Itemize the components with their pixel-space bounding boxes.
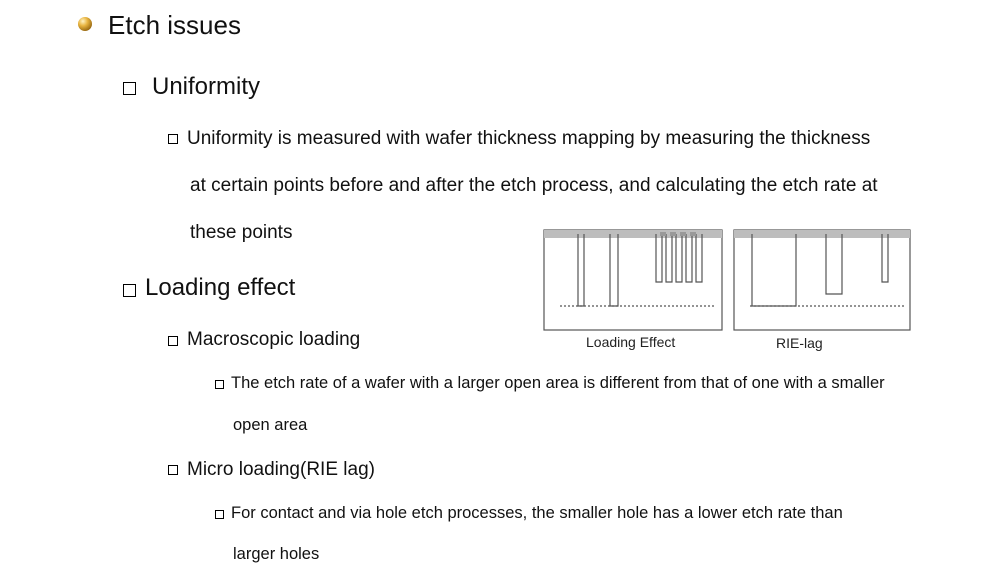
- square-bullet-icon: [215, 510, 224, 519]
- macro-title: Macroscopic loading: [187, 329, 361, 350]
- macro-line-1: The etch rate of a wafer with a larger o…: [231, 374, 885, 392]
- ball-bullet-icon: [78, 17, 92, 31]
- right-panel-frame: [733, 229, 911, 331]
- loading-effect-title: Loading effect: [145, 274, 296, 301]
- uniformity-line-2: at certain points before and after the e…: [190, 175, 878, 196]
- etch-profile-diagram: [543, 229, 911, 331]
- square-bullet-icon: [123, 82, 136, 95]
- micro-line-1: For contact and via hole etch processes,…: [231, 504, 843, 522]
- rie-lag-panel: [733, 229, 911, 331]
- figure-label-loading-effect: Loading Effect: [586, 334, 676, 350]
- square-bullet-icon: [168, 134, 178, 144]
- macro-line-2: open area: [233, 416, 308, 434]
- loading-effect-panel: [543, 229, 723, 331]
- uniformity-line-1: Uniformity is measured with wafer thickn…: [187, 128, 871, 149]
- square-bullet-icon: [168, 336, 178, 346]
- micro-title: Micro loading(RIE lag): [187, 459, 375, 480]
- heading-title: Etch issues: [108, 10, 241, 40]
- uniformity-line-3: these points: [190, 222, 293, 243]
- square-bullet-icon: [123, 284, 136, 297]
- left-panel-frame: [543, 229, 723, 331]
- micro-line-2: larger holes: [233, 545, 320, 563]
- figure-label-rie-lag: RIE-lag: [776, 335, 823, 351]
- uniformity-title: Uniformity: [152, 73, 261, 100]
- square-bullet-icon: [168, 465, 178, 475]
- square-bullet-icon: [215, 380, 224, 389]
- etch-profile-figure: Loading Effect RIE-lag: [538, 226, 918, 356]
